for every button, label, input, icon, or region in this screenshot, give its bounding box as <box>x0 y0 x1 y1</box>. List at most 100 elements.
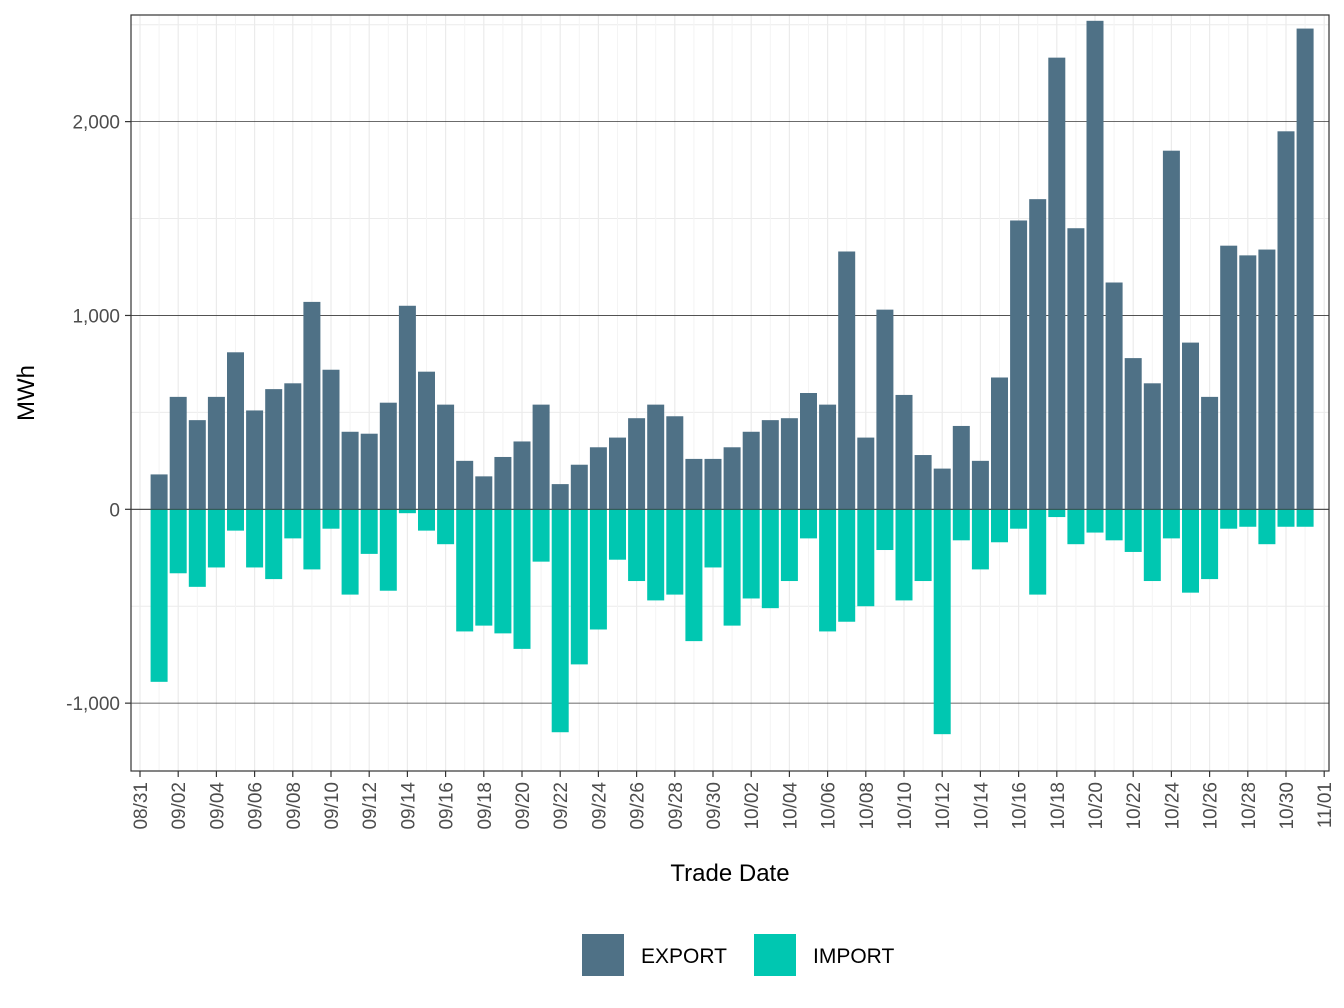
import-bar <box>246 509 264 568</box>
x-tick-label: 10/12 <box>933 782 954 830</box>
y-axis-title: MWh <box>13 365 40 421</box>
export-bar <box>1067 228 1085 510</box>
x-tick-label: 09/28 <box>666 782 687 830</box>
x-axis: 08/31 09/02 09/04 09/06 09/08 09/10 09/12 09/14… <box>131 771 1336 830</box>
legend-label-import: IMPORT <box>813 945 894 968</box>
import-bar <box>666 509 684 595</box>
export-bar <box>570 464 588 510</box>
export-bar <box>341 431 359 510</box>
x-tick-label: 10/28 <box>1239 782 1260 830</box>
export-bar <box>513 441 531 510</box>
import-bar <box>475 509 493 626</box>
export-bar <box>914 455 932 510</box>
export-bar <box>589 447 607 510</box>
x-tick-label: 09/04 <box>207 782 228 830</box>
import-bar <box>589 509 607 630</box>
x-tick-label: 10/30 <box>1277 782 1298 830</box>
x-tick-label: 10/16 <box>1010 782 1031 830</box>
export-bar <box>838 251 856 510</box>
x-tick-label: 09/20 <box>513 782 534 830</box>
import-bar <box>609 509 626 560</box>
export-bar <box>723 447 741 510</box>
export-bar <box>857 437 875 510</box>
export-bar <box>1239 255 1257 510</box>
export-bar <box>437 404 455 510</box>
import-bar <box>532 509 550 562</box>
export-bar <box>227 352 244 510</box>
x-tick-label: 09/18 <box>475 782 496 830</box>
import-bar <box>933 509 951 735</box>
x-tick-label: 09/12 <box>360 782 381 830</box>
export-bar <box>742 431 760 510</box>
export-bar <box>1124 358 1142 510</box>
export-bar <box>532 404 550 510</box>
x-tick-label: 10/14 <box>971 782 992 830</box>
legend: EXPORT IMPORT <box>582 934 894 976</box>
x-tick-label: 11/01 <box>1315 782 1336 828</box>
import-bar <box>1239 509 1257 527</box>
import-bar <box>150 509 168 682</box>
export-bar <box>685 458 703 510</box>
export-bar <box>952 425 970 510</box>
import-bar <box>685 509 703 642</box>
export-bar <box>150 474 168 510</box>
import-bar <box>437 509 455 545</box>
legend-swatch-export <box>582 934 624 976</box>
x-tick-label: 09/14 <box>398 782 419 830</box>
import-bar <box>303 509 321 570</box>
x-axis-title: Trade Date <box>670 860 789 887</box>
import-bar <box>551 509 569 733</box>
export-bar <box>188 420 206 510</box>
import-bar <box>742 509 760 599</box>
x-tick-label: 09/24 <box>589 782 610 830</box>
import-bar <box>857 509 875 607</box>
export-bar <box>933 468 951 510</box>
import-bar <box>207 509 225 568</box>
export-bar <box>246 410 264 510</box>
export-bar <box>1143 383 1161 510</box>
import-bar <box>379 509 397 591</box>
y-tick-label: 2,000 <box>72 113 120 134</box>
legend-swatch-import <box>754 934 796 976</box>
export-bar <box>1105 282 1123 510</box>
panel-border <box>130 14 1330 772</box>
export-bar <box>207 396 225 510</box>
import-bar <box>169 509 187 574</box>
export-bar <box>169 396 187 510</box>
x-tick-label: 10/02 <box>742 782 763 830</box>
export-bar <box>895 394 913 510</box>
x-tick-label: 09/16 <box>437 782 458 830</box>
export-bar <box>1201 396 1219 510</box>
export-bar <box>876 309 894 510</box>
x-tick-label: 10/10 <box>895 782 916 830</box>
export-bar <box>418 371 435 510</box>
import-bar <box>1162 509 1180 539</box>
import-bar <box>284 509 302 539</box>
import-bar <box>914 509 932 582</box>
import-bar <box>1296 509 1314 527</box>
import-bar <box>456 509 474 632</box>
export-bar <box>475 476 493 510</box>
x-tick-label: 09/06 <box>246 782 267 830</box>
import-bar <box>895 509 913 601</box>
import-bar <box>1105 509 1123 541</box>
export-bar <box>303 301 321 510</box>
import-bar <box>704 509 722 568</box>
export-bar <box>1296 28 1314 510</box>
export-bar <box>322 369 340 510</box>
import-bar <box>513 509 531 649</box>
export-bar <box>819 404 837 510</box>
import-bar <box>341 509 359 595</box>
export-bar <box>284 383 302 510</box>
x-tick-label: 10/24 <box>1162 782 1183 830</box>
import-bar <box>780 509 798 582</box>
x-tick-label: 09/30 <box>704 782 725 830</box>
import-bar <box>1220 509 1238 529</box>
x-tick-label: 10/06 <box>819 782 840 830</box>
import-bar <box>647 509 665 601</box>
import-bar <box>1067 509 1085 545</box>
import-bar <box>1124 509 1142 552</box>
import-bar <box>628 509 646 582</box>
import-bar <box>570 509 588 665</box>
export-bar <box>265 389 283 510</box>
